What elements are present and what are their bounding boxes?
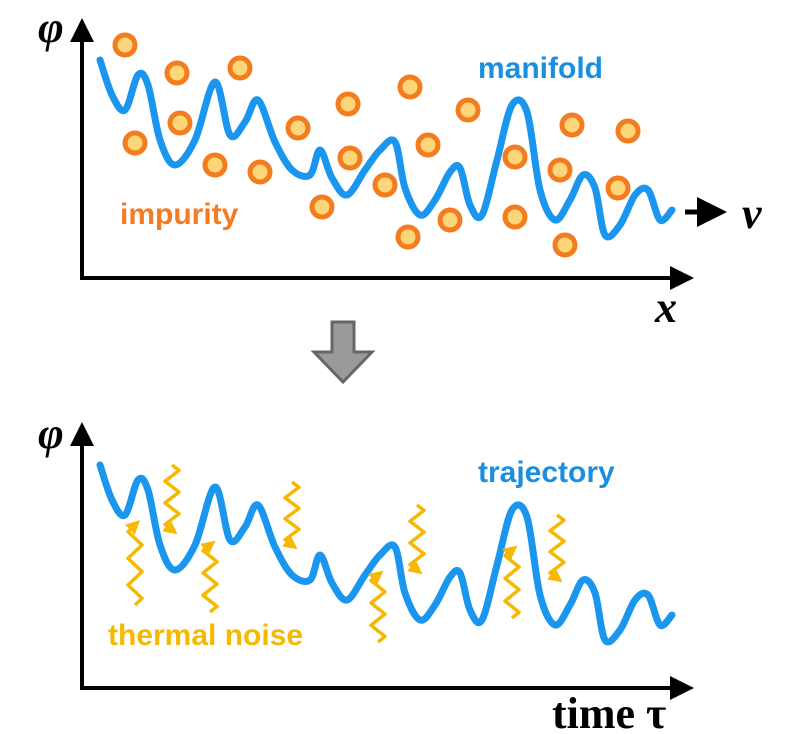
x-axis-label: time τ bbox=[552, 689, 666, 734]
trajectory-label: trajectory bbox=[478, 456, 615, 489]
impurity-dot bbox=[337, 145, 363, 171]
velocity-label: v bbox=[742, 189, 762, 238]
impurity-dot bbox=[552, 232, 578, 258]
impurity-dot bbox=[285, 115, 311, 141]
x-axis-label: x bbox=[654, 283, 677, 332]
impurity-dot bbox=[397, 74, 423, 100]
impurities bbox=[112, 32, 641, 258]
impurity-dot bbox=[605, 175, 631, 201]
noise-arrow bbox=[547, 513, 566, 583]
y-axis-label: φ bbox=[38, 409, 64, 458]
y-axis-label: φ bbox=[38, 3, 64, 52]
noise-arrow bbox=[162, 463, 181, 535]
noise-label: thermal noise bbox=[108, 619, 303, 652]
noise-arrow bbox=[368, 570, 387, 644]
transition-arrow bbox=[310, 320, 376, 385]
impurity-dot bbox=[112, 32, 138, 58]
noise-arrow bbox=[282, 480, 301, 550]
manifold-curve bbox=[96, 56, 676, 241]
impurity-dot bbox=[615, 118, 641, 144]
noise-arrow bbox=[407, 503, 426, 575]
impurity-dot bbox=[167, 110, 193, 136]
impurity-dot bbox=[227, 55, 253, 81]
impurity-dot bbox=[547, 157, 573, 183]
impurity-label: impurity bbox=[120, 198, 239, 231]
impurity-dot bbox=[455, 97, 481, 123]
thermal-noise bbox=[125, 463, 566, 644]
bottom-axes bbox=[70, 422, 694, 700]
impurity-dot bbox=[415, 132, 441, 158]
impurity-dot bbox=[395, 224, 421, 250]
manifold-label: manifold bbox=[478, 52, 603, 85]
impurity-dot bbox=[502, 144, 528, 170]
impurity-dot bbox=[122, 130, 148, 156]
impurity-dot bbox=[164, 60, 190, 86]
impurity-dot bbox=[559, 112, 585, 138]
top-axes bbox=[70, 18, 694, 290]
impurity-dot bbox=[372, 172, 398, 198]
impurity-dot bbox=[437, 207, 463, 233]
impurity-dot bbox=[202, 152, 228, 178]
impurity-dot bbox=[502, 204, 528, 230]
impurity-dot bbox=[309, 194, 335, 220]
noise-arrow bbox=[502, 545, 521, 620]
trajectory-curve bbox=[96, 461, 676, 646]
noise-arrow bbox=[125, 520, 144, 607]
noise-arrow bbox=[200, 540, 219, 614]
impurity-dot bbox=[335, 91, 361, 117]
impurity-dot bbox=[247, 159, 273, 185]
